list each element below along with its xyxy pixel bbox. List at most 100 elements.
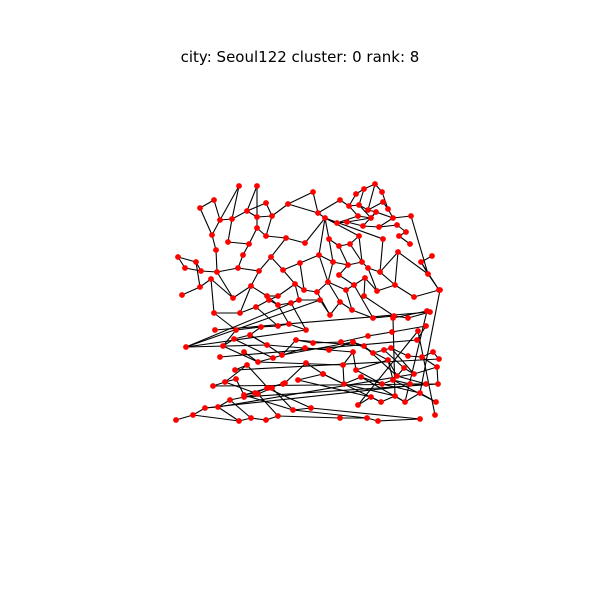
graph-node (337, 299, 343, 305)
graph-node (434, 364, 440, 370)
graph-edge (185, 344, 268, 348)
graph-node (395, 249, 401, 255)
graph-edge (231, 185, 240, 220)
graph-node (275, 293, 281, 299)
graph-node (208, 276, 214, 282)
graph-edge (324, 217, 360, 237)
graph-node (275, 323, 281, 329)
graph-edge (367, 267, 378, 292)
graph-edge (185, 329, 307, 348)
graph-node (365, 207, 371, 213)
graph-edge (265, 215, 273, 237)
graph-edge (282, 269, 296, 285)
graph-node (220, 343, 226, 349)
graph-edge (394, 251, 399, 286)
graph-node (268, 254, 274, 260)
graph-node (283, 235, 289, 241)
graph-node (193, 259, 199, 265)
graph-edge (181, 286, 201, 296)
graph-edge (327, 261, 334, 283)
graph-edge (281, 339, 297, 356)
graph-node (411, 294, 417, 300)
graph-node (385, 357, 391, 363)
graph-node (179, 292, 185, 298)
graph-edge (358, 235, 363, 263)
page-title: city: Seoul122 cluster: 0 rank: 8 (180, 48, 420, 66)
graph-edge (248, 227, 258, 245)
graph-edge (390, 347, 415, 375)
graph-edge (345, 289, 353, 311)
graph-edge (224, 364, 248, 383)
graph-edge (222, 329, 237, 347)
graph-edge (327, 281, 341, 303)
graph-node (336, 272, 342, 278)
graph-node (175, 254, 181, 260)
graph-edge (292, 407, 312, 411)
graph-node (227, 397, 233, 403)
graph-edge (397, 251, 429, 275)
graph-node (310, 189, 316, 195)
graph-edge (376, 284, 396, 292)
graph-node (370, 315, 376, 321)
graph-node (301, 287, 307, 293)
graph-node (236, 418, 242, 424)
graph-edge (270, 237, 287, 258)
graph-node (215, 404, 221, 410)
graph-node (353, 367, 359, 373)
graph-node (347, 241, 353, 247)
graph-node (212, 327, 218, 333)
graph-edge (277, 283, 296, 297)
graph-edge (215, 249, 218, 273)
graph-edge (316, 291, 331, 316)
graph-node (344, 219, 350, 225)
graph-edge (271, 203, 289, 217)
graph-node (402, 399, 408, 405)
graph-node (385, 206, 391, 212)
graph-edge (375, 211, 394, 219)
graph-node (401, 365, 407, 371)
graph-node (241, 394, 247, 400)
graph-node (202, 405, 208, 411)
graph-node (436, 356, 442, 362)
graph-node (231, 336, 237, 342)
graph-edge (239, 285, 252, 314)
graph-edge (317, 199, 341, 214)
graph-node (253, 304, 259, 310)
graph-node (258, 324, 264, 330)
graph-node (286, 321, 292, 327)
graph-node (361, 343, 367, 349)
graph-node (368, 394, 374, 400)
graph-edge (210, 278, 215, 314)
graph-node (222, 379, 228, 385)
graph-edge (328, 238, 334, 263)
graph-edge (404, 392, 421, 403)
graph-node (190, 412, 196, 418)
graph-edge (360, 376, 406, 403)
graph-edge (295, 339, 365, 347)
graph-node (266, 297, 272, 303)
graph-node (356, 202, 362, 208)
graph-node (389, 329, 395, 335)
graph-edge (392, 379, 437, 403)
graph-edge (421, 356, 438, 368)
graph-node (405, 315, 411, 321)
graph-edge (270, 256, 284, 271)
graph-edge (343, 376, 362, 385)
graph-edge (392, 379, 411, 385)
graph-edge (352, 341, 389, 361)
graph-node (359, 259, 365, 265)
graph-edge (233, 338, 274, 359)
graph-node (390, 377, 396, 383)
graph-node (182, 265, 188, 271)
graph-edge (387, 359, 398, 377)
graph-node (183, 344, 189, 350)
graph-edge (272, 347, 306, 359)
graph-edge (394, 284, 415, 298)
graph-node (365, 265, 371, 271)
graph-node (248, 415, 254, 421)
graph-edge (216, 267, 239, 273)
graph-node (337, 197, 343, 203)
graph-node (269, 213, 275, 219)
graph-node (356, 233, 362, 239)
graph-node (210, 383, 216, 389)
